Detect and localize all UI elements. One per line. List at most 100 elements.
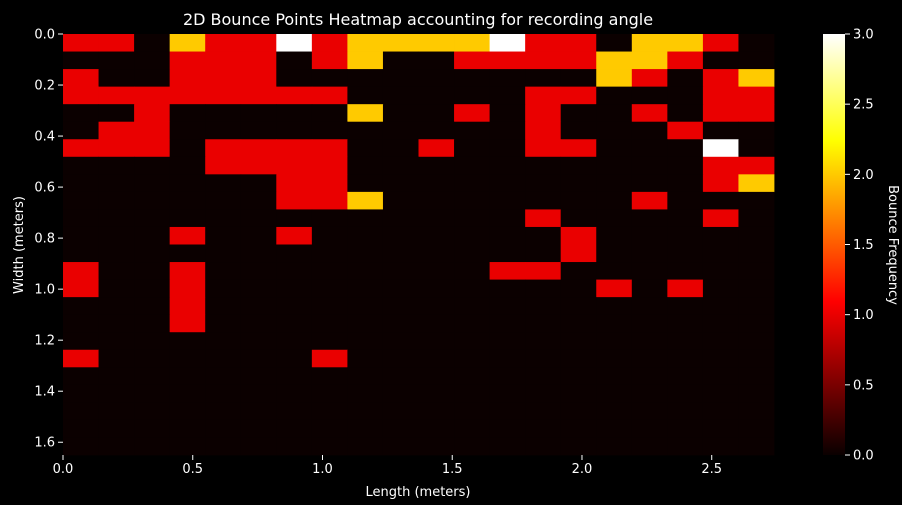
colorbar-axis: 0.0 0.5 1.0 1.5 2.0 2.5 3.0	[845, 28, 874, 464]
heatmap-cell	[98, 402, 135, 421]
heatmap-cell	[418, 69, 455, 88]
heatmap-cell	[560, 367, 597, 386]
heatmap-cell	[205, 226, 242, 245]
heatmap-cell	[311, 104, 348, 123]
heatmap-cell	[667, 34, 704, 52]
heatmap-cell	[560, 121, 597, 140]
heatmap-cell	[631, 86, 668, 105]
y-tick-label: 1.2	[34, 334, 55, 349]
heatmap-cell	[631, 226, 668, 245]
heatmap-cell	[311, 34, 348, 52]
heatmap-cell	[596, 86, 633, 105]
heatmap-cell	[311, 314, 348, 333]
heatmap-cell	[347, 121, 384, 140]
heatmap-cell	[596, 69, 633, 88]
heatmap-cell	[738, 437, 775, 456]
heatmap-cell	[738, 226, 775, 245]
heatmap-cell	[702, 244, 739, 263]
heatmap-cell	[382, 262, 419, 280]
heatmap-cell	[525, 384, 562, 403]
heatmap-cell	[560, 244, 597, 263]
heatmap-cell	[382, 104, 419, 123]
heatmap-cell	[489, 314, 526, 333]
heatmap-cell	[98, 279, 135, 298]
heatmap-cell	[489, 104, 526, 123]
heatmap-cell	[134, 314, 171, 333]
heatmap-cell	[347, 86, 384, 105]
heatmap-cell	[454, 419, 490, 438]
heatmap-cell	[134, 226, 171, 245]
y-tick-label: 0.6	[34, 181, 55, 196]
heatmap-cell	[738, 402, 775, 421]
heatmap-cell	[276, 51, 313, 70]
heatmap-cell	[98, 367, 135, 386]
heatmap-cell	[702, 51, 739, 70]
heatmap-cell	[738, 104, 775, 123]
heatmap-cell	[134, 384, 171, 403]
heatmap-cell	[560, 174, 597, 193]
heatmap-cell	[667, 51, 704, 70]
heatmap-cell	[347, 51, 384, 70]
chart-title: 2D Bounce Points Heatmap accounting for …	[183, 10, 653, 29]
heatmap-cell	[311, 244, 348, 263]
heatmap-cell	[240, 226, 277, 245]
heatmap-cell	[134, 139, 171, 158]
heatmap-cell	[276, 121, 313, 140]
heatmap-cell	[631, 174, 668, 193]
heatmap-cell	[205, 419, 242, 438]
heatmap-cell	[98, 244, 135, 263]
heatmap-cell	[63, 139, 99, 158]
heatmap-cell	[738, 279, 775, 298]
heatmap-cell	[347, 139, 384, 158]
colorbar-tick-label: 1.5	[853, 238, 874, 253]
heatmap-cell	[63, 262, 99, 280]
heatmap-cell	[98, 349, 135, 368]
heatmap-cell	[205, 244, 242, 263]
heatmap-cell	[489, 332, 526, 351]
heatmap-cell	[276, 156, 313, 175]
heatmap-cell	[134, 419, 171, 438]
heatmap-cell	[454, 226, 490, 245]
heatmap-cell	[702, 226, 739, 245]
heatmap-cell	[311, 384, 348, 403]
heatmap-cell	[596, 244, 633, 263]
heatmap-cell	[347, 332, 384, 351]
heatmap-cell	[382, 209, 419, 228]
heatmap-cell	[276, 86, 313, 105]
heatmap-cell	[311, 279, 348, 298]
heatmap-cell	[382, 139, 419, 158]
heatmap-cell	[311, 174, 348, 193]
y-tick-label: 1.0	[34, 283, 55, 298]
heatmap-cell	[631, 156, 668, 175]
heatmap-cell	[525, 51, 562, 70]
heatmap-cell	[738, 156, 775, 175]
y-axis-label: Width (meters)	[12, 196, 27, 294]
heatmap-cell	[98, 209, 135, 228]
heatmap-cell	[63, 279, 99, 298]
heatmap-cell	[702, 156, 739, 175]
heatmap-cell	[134, 367, 171, 386]
heatmap-cell	[63, 314, 99, 333]
colorbar-tick-label: 2.5	[853, 98, 874, 113]
heatmap-cell	[240, 402, 277, 421]
heatmap-cell	[489, 297, 526, 316]
heatmap-cell	[418, 297, 455, 316]
heatmap-cell	[560, 437, 597, 456]
heatmap-cell	[382, 69, 419, 88]
heatmap-cell	[489, 402, 526, 421]
heatmap-cell	[311, 226, 348, 245]
heatmap-cell	[169, 384, 206, 403]
heatmap-cell	[525, 86, 562, 105]
heatmap-cell	[454, 244, 490, 263]
heatmap-cell	[489, 367, 526, 386]
heatmap-cell	[454, 384, 490, 403]
heatmap-cell	[63, 51, 99, 70]
heatmap-cell	[596, 279, 633, 298]
heatmap-cell	[134, 297, 171, 316]
heatmap-cell	[63, 332, 99, 351]
heatmap-cell	[702, 279, 739, 298]
heatmap-cell	[560, 402, 597, 421]
heatmap-cell	[347, 191, 384, 210]
heatmap-cell	[134, 244, 171, 263]
heatmap-cell	[205, 384, 242, 403]
